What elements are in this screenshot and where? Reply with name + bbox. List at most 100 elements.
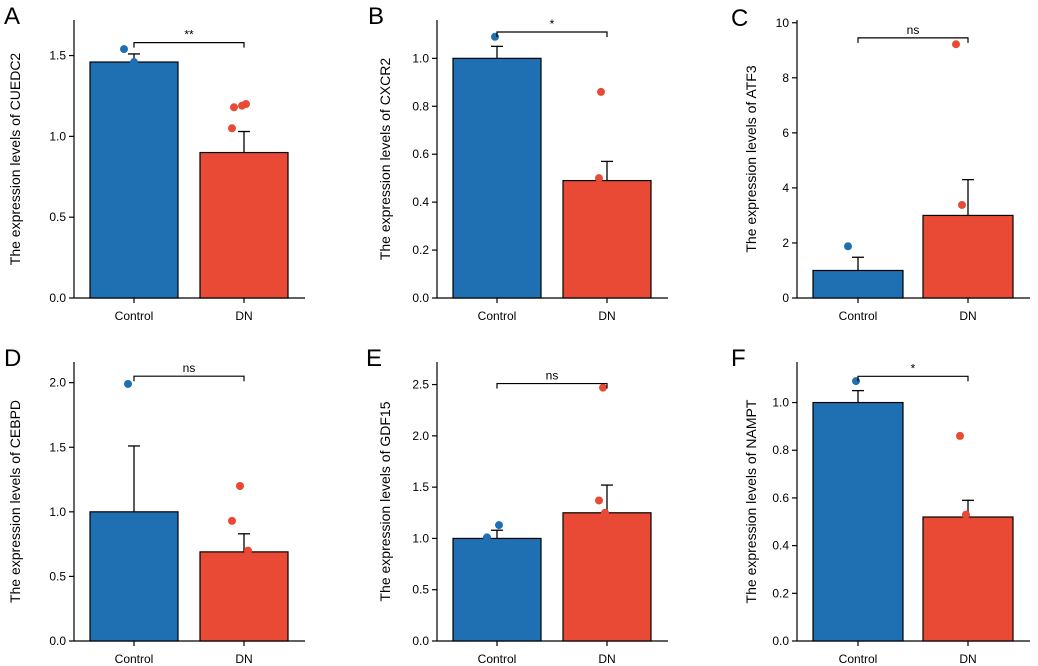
data-point xyxy=(124,379,132,388)
y-tick-label: 0.0 xyxy=(49,634,66,648)
y-tick-label: 0.8 xyxy=(412,99,429,113)
x-tick-label: DN xyxy=(598,652,615,666)
significance-bracket xyxy=(496,31,608,37)
y-tick-label: 0.2 xyxy=(412,243,429,257)
significance-bracket xyxy=(857,375,969,382)
bar-control xyxy=(812,269,904,299)
y-tick-label: 1.5 xyxy=(49,440,66,454)
panel-d: D 0.0 0.5 1.0 1.5 2.0 The expression levels of… xyxy=(4,345,305,666)
y-tick-label: 1.5 xyxy=(412,480,429,494)
y-tick-label: 1.0 xyxy=(412,531,429,545)
panel-letter: B xyxy=(368,3,384,30)
data-point xyxy=(952,40,960,49)
panel-e: E 0.0 0.5 1.0 1.5 2.0 2.5 The expression levels… xyxy=(366,345,668,666)
significance-label: ns xyxy=(546,369,559,383)
y-tick-label: 4 xyxy=(782,181,789,195)
data-point xyxy=(495,521,503,530)
y-tick-label: 0.8 xyxy=(772,443,789,457)
data-point xyxy=(228,124,236,133)
x-tick-label: Control xyxy=(115,309,154,323)
bar-control xyxy=(452,537,542,642)
x-tick-label: Control xyxy=(839,309,878,323)
panel-c: C 0 2 4 6 8 10 The expression levels of ATF3 Con… xyxy=(731,5,1030,323)
significance-label: ** xyxy=(184,28,194,42)
y-tick-label: 0.6 xyxy=(412,147,429,161)
x-tick-label: DN xyxy=(959,309,976,323)
x-tick-label: Control xyxy=(115,652,154,666)
y-tick-label: 0 xyxy=(782,291,789,305)
y-axis-label: The expression levels of CEBPD xyxy=(7,400,23,603)
x-tick-label: Control xyxy=(478,652,517,666)
bar-dn xyxy=(562,179,652,299)
significance-bracket xyxy=(496,382,608,389)
bar-dn xyxy=(562,512,652,642)
data-point xyxy=(244,546,252,555)
data-point xyxy=(595,496,603,505)
data-point xyxy=(491,32,499,41)
y-tick-label: 8 xyxy=(782,71,789,85)
x-tick-label: Control xyxy=(478,309,517,323)
y-tick-label: 0.5 xyxy=(49,569,66,583)
y-tick-label: 1.0 xyxy=(49,505,66,519)
y-tick-label: 1.0 xyxy=(412,51,429,65)
bar-dn xyxy=(922,516,1014,642)
x-tick-label: DN xyxy=(959,652,976,666)
data-point xyxy=(844,242,852,251)
panel-b: B 0.0 0.2 0.4 0.6 0.8 1.0 The expression levels… xyxy=(368,3,668,323)
y-tick-label: 0.4 xyxy=(412,195,429,209)
data-point xyxy=(597,87,605,96)
y-tick-label: 2.0 xyxy=(412,429,429,443)
y-tick-label: 0.0 xyxy=(49,291,66,305)
bar-control xyxy=(89,511,179,642)
y-tick-label: 0.0 xyxy=(412,634,429,648)
y-tick-label: 0.4 xyxy=(772,539,789,553)
significance-bracket xyxy=(133,375,245,382)
data-point xyxy=(852,377,860,386)
significance-label: * xyxy=(911,361,916,375)
data-point xyxy=(599,383,607,392)
panel-letter: D xyxy=(4,345,21,372)
y-tick-label: 1.0 xyxy=(49,129,66,143)
x-tick-label: DN xyxy=(598,309,615,323)
data-point xyxy=(120,45,128,54)
bar-control xyxy=(452,57,542,299)
data-point xyxy=(236,482,244,490)
bar-control xyxy=(812,401,904,642)
data-point xyxy=(962,510,970,519)
data-point xyxy=(230,103,238,112)
y-tick-label: 10 xyxy=(776,16,790,30)
panel-f: F 0.0 0.2 0.4 0.6 0.8 1.0 The expression levels… xyxy=(731,345,1030,666)
y-tick-label: 0.6 xyxy=(772,491,789,505)
significance-bracket xyxy=(857,37,969,43)
significance-bracket xyxy=(133,42,245,48)
y-tick-label: 2.5 xyxy=(412,378,429,392)
significance-label: ns xyxy=(183,361,196,375)
data-point xyxy=(130,58,138,67)
data-point xyxy=(956,431,964,440)
data-point xyxy=(595,174,603,183)
y-tick-label: 0.0 xyxy=(412,291,429,305)
data-point xyxy=(228,516,236,525)
bar-dn xyxy=(199,151,289,299)
significance-label: ns xyxy=(907,23,920,37)
y-tick-label: 1.0 xyxy=(772,396,789,410)
bar-dn xyxy=(199,551,289,642)
y-tick-label: 0.5 xyxy=(49,210,66,224)
y-axis-label: The expression levels of ATF3 xyxy=(743,65,759,252)
x-tick-label: DN xyxy=(235,309,252,323)
y-tick-label: 2 xyxy=(782,236,789,250)
y-tick-label: 6 xyxy=(782,126,789,140)
panel-letter: A xyxy=(4,3,20,30)
panel-letter: F xyxy=(731,345,746,372)
y-tick-label: 1.5 xyxy=(49,49,66,63)
x-tick-label: DN xyxy=(235,652,252,666)
y-tick-label: 0.2 xyxy=(772,586,789,600)
y-tick-label: 0.5 xyxy=(412,583,429,597)
y-axis-label: The expression levels of NAMPT xyxy=(743,399,759,603)
data-point xyxy=(483,533,491,542)
x-tick-label: Control xyxy=(839,652,878,666)
panel-letter: E xyxy=(366,345,382,372)
data-point xyxy=(242,100,250,109)
y-axis-label: The expression levels of GDF15 xyxy=(377,401,393,601)
